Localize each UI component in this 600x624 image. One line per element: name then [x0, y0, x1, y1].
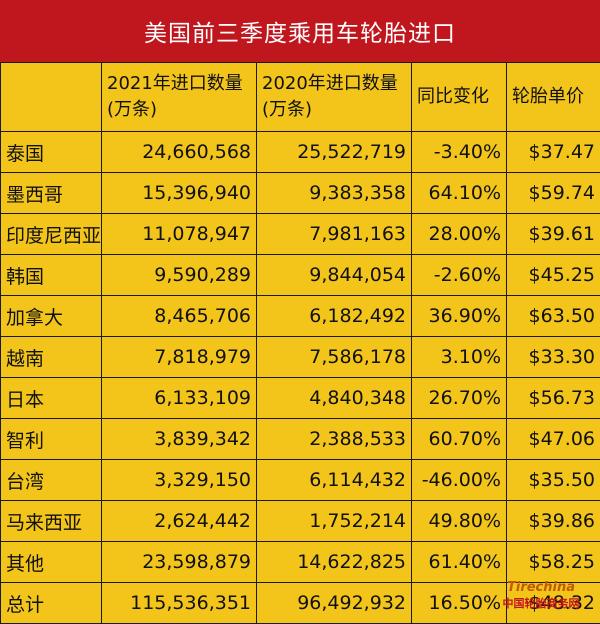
watermark-logo: Tirechina 中国轮胎商务网	[486, 580, 596, 620]
cell-2020: 1,752,214	[257, 501, 412, 542]
cell-2020: 14,622,825	[257, 542, 412, 583]
cell-2020: 2,388,533	[257, 419, 412, 460]
row-name: 墨西哥	[1, 173, 102, 214]
header-change: 同比变化	[412, 63, 507, 132]
cell-price: $33.30	[507, 337, 600, 378]
cell-price: $47.06	[507, 419, 600, 460]
row-name: 越南	[1, 337, 102, 378]
watermark-logo-text: Tirechina	[486, 580, 596, 595]
cell-change: 28.00%	[412, 214, 507, 255]
row-name: 印度尼西亚	[1, 214, 102, 255]
header-2021: 2021年进口数量 (万条)	[102, 63, 257, 132]
cell-2021: 8,465,706	[102, 296, 257, 337]
cell-change: -2.60%	[412, 255, 507, 296]
cell-price: $39.86	[507, 501, 600, 542]
cell-2021: 3,329,150	[102, 460, 257, 501]
cell-price: $56.73	[507, 378, 600, 419]
cell-2020: 9,844,054	[257, 255, 412, 296]
cell-2021: 11,078,947	[102, 214, 257, 255]
cell-2020: 7,981,163	[257, 214, 412, 255]
header-name	[1, 63, 102, 132]
row-name: 台湾	[1, 460, 102, 501]
cell-2020: 7,586,178	[257, 337, 412, 378]
cell-2021: 24,660,568	[102, 132, 257, 173]
cell-price: $37.47	[507, 132, 600, 173]
cell-price: $35.50	[507, 460, 600, 501]
table-title: 美国前三季度乘用车轮胎进口	[0, 0, 600, 62]
header-row: 2021年进口数量 (万条) 2020年进口数量 (万条) 同比变化 轮胎单价	[1, 63, 600, 132]
row-name: 韩国	[1, 255, 102, 296]
cell-price: $59.74	[507, 173, 600, 214]
row-name: 马来西亚	[1, 501, 102, 542]
cell-change: 61.40%	[412, 542, 507, 583]
cell-2021: 7,818,979	[102, 337, 257, 378]
import-table: 2021年进口数量 (万条) 2020年进口数量 (万条) 同比变化 轮胎单价 …	[0, 62, 600, 624]
cell-2021: 6,133,109	[102, 378, 257, 419]
cell-change: 36.90%	[412, 296, 507, 337]
cell-2021: 3,839,342	[102, 419, 257, 460]
cell-2021: 23,598,879	[102, 542, 257, 583]
cell-price: $63.50	[507, 296, 600, 337]
row-name: 日本	[1, 378, 102, 419]
header-2020: 2020年进口数量 (万条)	[257, 63, 412, 132]
cell-2020: 96,492,932	[257, 583, 412, 624]
cell-price: $58.25	[507, 542, 600, 583]
row-name: 其他	[1, 542, 102, 583]
cell-2020: 9,383,358	[257, 173, 412, 214]
cell-2020: 6,182,492	[257, 296, 412, 337]
cell-change: 26.70%	[412, 378, 507, 419]
cell-price: $39.61	[507, 214, 600, 255]
cell-2020: 25,522,719	[257, 132, 412, 173]
cell-change: 49.80%	[412, 501, 507, 542]
cell-price: $45.25	[507, 255, 600, 296]
cell-change: 3.10%	[412, 337, 507, 378]
row-name: 加拿大	[1, 296, 102, 337]
cell-change: 64.10%	[412, 173, 507, 214]
cell-change: -46.00%	[412, 460, 507, 501]
header-price: 轮胎单价	[507, 63, 600, 132]
cell-2021: 15,396,940	[102, 173, 257, 214]
cell-2020: 6,114,432	[257, 460, 412, 501]
cell-2021: 115,536,351	[102, 583, 257, 624]
row-name: 智利	[1, 419, 102, 460]
row-name: 泰国	[1, 132, 102, 173]
cell-change: -3.40%	[412, 132, 507, 173]
cell-change: 60.70%	[412, 419, 507, 460]
cell-2021: 2,624,442	[102, 501, 257, 542]
row-name: 总计	[1, 583, 102, 624]
cell-2020: 4,840,348	[257, 378, 412, 419]
watermark-text: 中国轮胎商务网	[486, 595, 596, 611]
cell-2021: 9,590,289	[102, 255, 257, 296]
